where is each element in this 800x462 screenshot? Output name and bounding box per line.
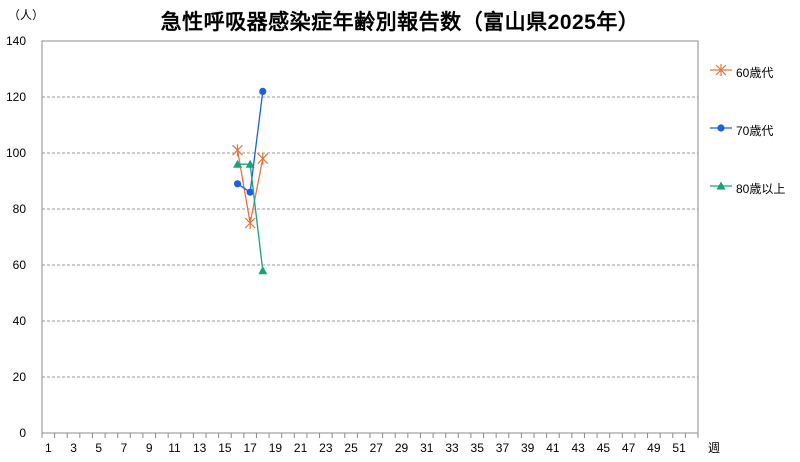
data-point xyxy=(233,180,242,188)
legend: 60歳代 70歳代 80歳以上 xyxy=(708,60,798,196)
x-tick-label: 3 xyxy=(70,441,77,455)
x-tick-label: 13 xyxy=(193,441,207,455)
y-tick-label: 0 xyxy=(19,426,26,440)
x-tick-label: 15 xyxy=(218,441,232,455)
data-point xyxy=(246,188,254,196)
x-tick-label: 7 xyxy=(121,441,128,455)
legend-label: 60歳代 xyxy=(736,66,774,80)
x-tick-label: 47 xyxy=(622,441,636,455)
x-tick-label: 17 xyxy=(243,441,257,455)
data-point xyxy=(257,152,269,165)
x-tick-label: 11 xyxy=(168,441,181,455)
grid-layer xyxy=(42,96,698,378)
series-layer xyxy=(232,87,269,275)
x-tick-label: 49 xyxy=(647,441,661,455)
x-tick-label: 23 xyxy=(319,441,333,455)
x-tick-label: 43 xyxy=(571,441,585,455)
x-tick-label: 25 xyxy=(344,441,358,455)
x-axis-label: 週 xyxy=(708,441,720,455)
x-tick-label: 19 xyxy=(269,441,283,455)
marker-stroke xyxy=(715,64,727,76)
series-2 xyxy=(233,87,267,196)
legend-label: 70歳代 xyxy=(736,124,774,138)
x-tick-label: 41 xyxy=(546,441,560,455)
marker-stroke xyxy=(244,217,256,229)
data-point xyxy=(258,266,268,275)
data-point xyxy=(245,159,255,168)
data-point xyxy=(232,144,243,157)
legend-swatch xyxy=(710,124,732,132)
plot-frame xyxy=(41,40,699,434)
legend-marker xyxy=(717,124,725,132)
x-tick-label: 5 xyxy=(95,441,102,455)
data-point xyxy=(244,217,256,229)
x-tick-label: 51 xyxy=(672,441,686,455)
data-point xyxy=(259,87,267,95)
data-point xyxy=(233,159,243,168)
legend-item: 60歳代 xyxy=(708,60,798,88)
x-tick-label: 27 xyxy=(370,441,384,455)
x-tick-label: 35 xyxy=(471,441,485,455)
chart-title: 急性呼吸器感染症年齢別報告数（富山県2025年） xyxy=(160,11,640,34)
series-1 xyxy=(232,144,269,229)
legend-marker xyxy=(715,64,727,76)
series-3 xyxy=(233,159,268,275)
y-axis-unit-label: （人） xyxy=(8,8,45,22)
legend-marker xyxy=(716,181,726,190)
x-tick-label: 21 xyxy=(294,441,308,455)
y-tick-label: 120 xyxy=(6,90,26,104)
y-tick-label: 60 xyxy=(13,258,27,272)
legend-swatch xyxy=(710,64,732,76)
x-tick-label: 33 xyxy=(445,441,459,455)
x-tick-label: 29 xyxy=(395,441,409,455)
y-tick-label: 100 xyxy=(6,146,26,160)
legend-item: 70歳代 xyxy=(708,118,798,146)
y-tick-label: 140 xyxy=(6,34,26,48)
x-tick-label: 9 xyxy=(146,441,153,455)
x-tick-label: 37 xyxy=(496,441,510,455)
y-tick-label: 80 xyxy=(13,202,27,216)
x-tick-label: 45 xyxy=(597,441,611,455)
legend-item: 80歳以上 xyxy=(708,176,798,204)
x-tick-label: 1 xyxy=(45,441,52,455)
x-tick-label: 31 xyxy=(420,441,434,455)
marker-stroke xyxy=(232,144,243,157)
y-tick-label: 20 xyxy=(13,370,27,384)
marker-stroke xyxy=(257,152,269,165)
y-tick-label: 40 xyxy=(13,314,27,328)
legend-swatch xyxy=(710,181,732,190)
x-tick-label: 39 xyxy=(521,441,535,455)
legend-label: 80歳以上 xyxy=(736,182,786,196)
